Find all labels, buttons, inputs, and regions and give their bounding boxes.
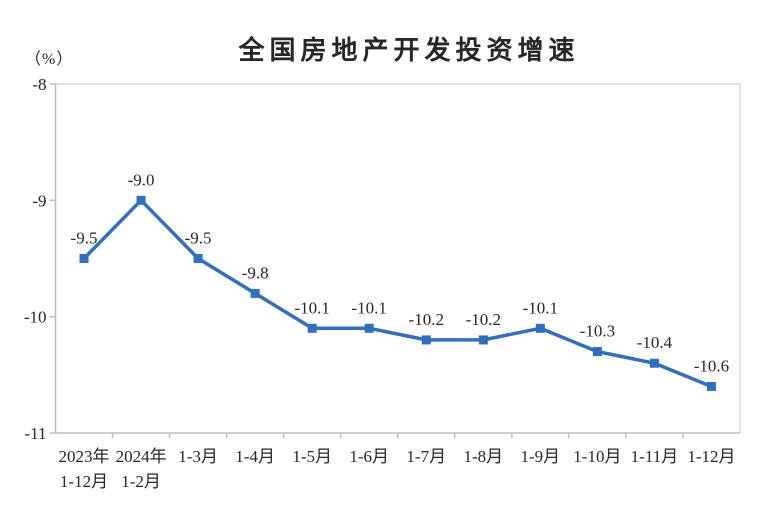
x-axis-category-label: 1-7月 [406,447,446,466]
data-point-marker [193,254,203,263]
data-point-label: -10.1 [523,298,558,317]
data-point-marker [136,195,146,205]
y-axis-unit-label: （%） [25,51,74,68]
x-axis-category-label: 1-10月 [573,447,621,466]
y-axis-tick-label: -9 [32,191,46,210]
data-point-marker [307,323,317,333]
chart-title: 全国房地产开发投资增速 [238,35,580,65]
data-point-label: -10.3 [580,322,615,341]
x-axis-category-label: 1-12月 [60,472,108,491]
data-point-marker [478,335,488,345]
data-point-marker [364,323,374,333]
x-axis-category-label: 1-8月 [463,447,503,466]
data-point-label: -9.5 [185,229,212,248]
data-point-marker [592,347,602,357]
data-point-marker [79,254,89,263]
x-axis-category-label: 1-11月 [631,447,679,466]
y-axis-tick-label: -11 [24,424,46,443]
data-point-label: -9.8 [242,263,269,282]
series-line [82,198,714,389]
y-axis-tick-label: -8 [32,75,46,94]
data-point-marker [250,288,260,298]
data-point-label: -10.2 [409,310,444,329]
y-axis-tick-label: -10 [24,308,47,327]
data-point-marker [649,358,659,368]
x-axis-category-label: 1-2月 [121,472,161,491]
data-point-marker [706,381,716,391]
x-axis-category-label: 1-12月 [687,447,735,466]
x-axis-category-label: 1-6月 [349,447,389,466]
data-point-label: -10.1 [294,298,329,317]
data-point-label: -10.4 [637,333,673,352]
x-axis-category-label: 2024年 [116,447,167,466]
data-point-marker [421,335,431,345]
x-axis-category-label: 1-5月 [292,447,332,466]
x-axis-category-label: 1-4月 [235,447,275,466]
data-point-label: -10.6 [694,356,729,375]
data-point-marker [535,323,545,333]
data-point-label: -10.2 [466,310,501,329]
x-axis-category-label: 2023年 [59,447,110,466]
x-axis-category-label: 1-9月 [521,447,561,466]
data-point-label: -9.0 [128,170,155,189]
x-axis-category-label: 1-3月 [178,447,218,466]
data-point-label: -9.5 [71,229,98,248]
data-point-label: -10.1 [352,298,387,317]
